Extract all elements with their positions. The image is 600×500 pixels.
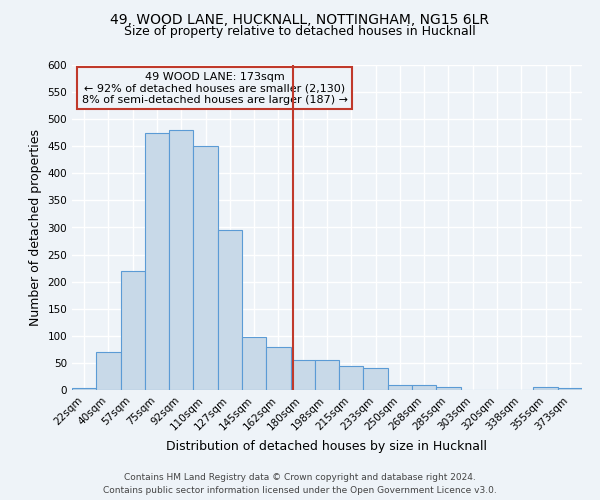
Bar [145, 132, 169, 390]
Bar [339, 366, 364, 390]
X-axis label: Distribution of detached houses by size in Hucknall: Distribution of detached houses by size … [167, 440, 487, 453]
Bar [218, 230, 242, 390]
Y-axis label: Number of detached properties: Number of detached properties [29, 129, 42, 326]
Bar [121, 271, 145, 390]
Bar [388, 384, 412, 390]
Bar [364, 368, 388, 390]
Bar [96, 352, 121, 390]
Bar [242, 338, 266, 390]
Text: Contains HM Land Registry data © Crown copyright and database right 2024.
Contai: Contains HM Land Registry data © Crown c… [103, 474, 497, 495]
Text: Size of property relative to detached houses in Hucknall: Size of property relative to detached ho… [124, 25, 476, 38]
Bar [290, 360, 315, 390]
Bar [193, 146, 218, 390]
Bar [72, 388, 96, 390]
Bar [315, 360, 339, 390]
Text: 49 WOOD LANE: 173sqm
← 92% of detached houses are smaller (2,130)
8% of semi-det: 49 WOOD LANE: 173sqm ← 92% of detached h… [82, 72, 348, 104]
Bar [266, 346, 290, 390]
Bar [412, 384, 436, 390]
Bar [169, 130, 193, 390]
Bar [436, 388, 461, 390]
Bar [558, 388, 582, 390]
Bar [533, 388, 558, 390]
Text: 49, WOOD LANE, HUCKNALL, NOTTINGHAM, NG15 6LR: 49, WOOD LANE, HUCKNALL, NOTTINGHAM, NG1… [110, 12, 490, 26]
